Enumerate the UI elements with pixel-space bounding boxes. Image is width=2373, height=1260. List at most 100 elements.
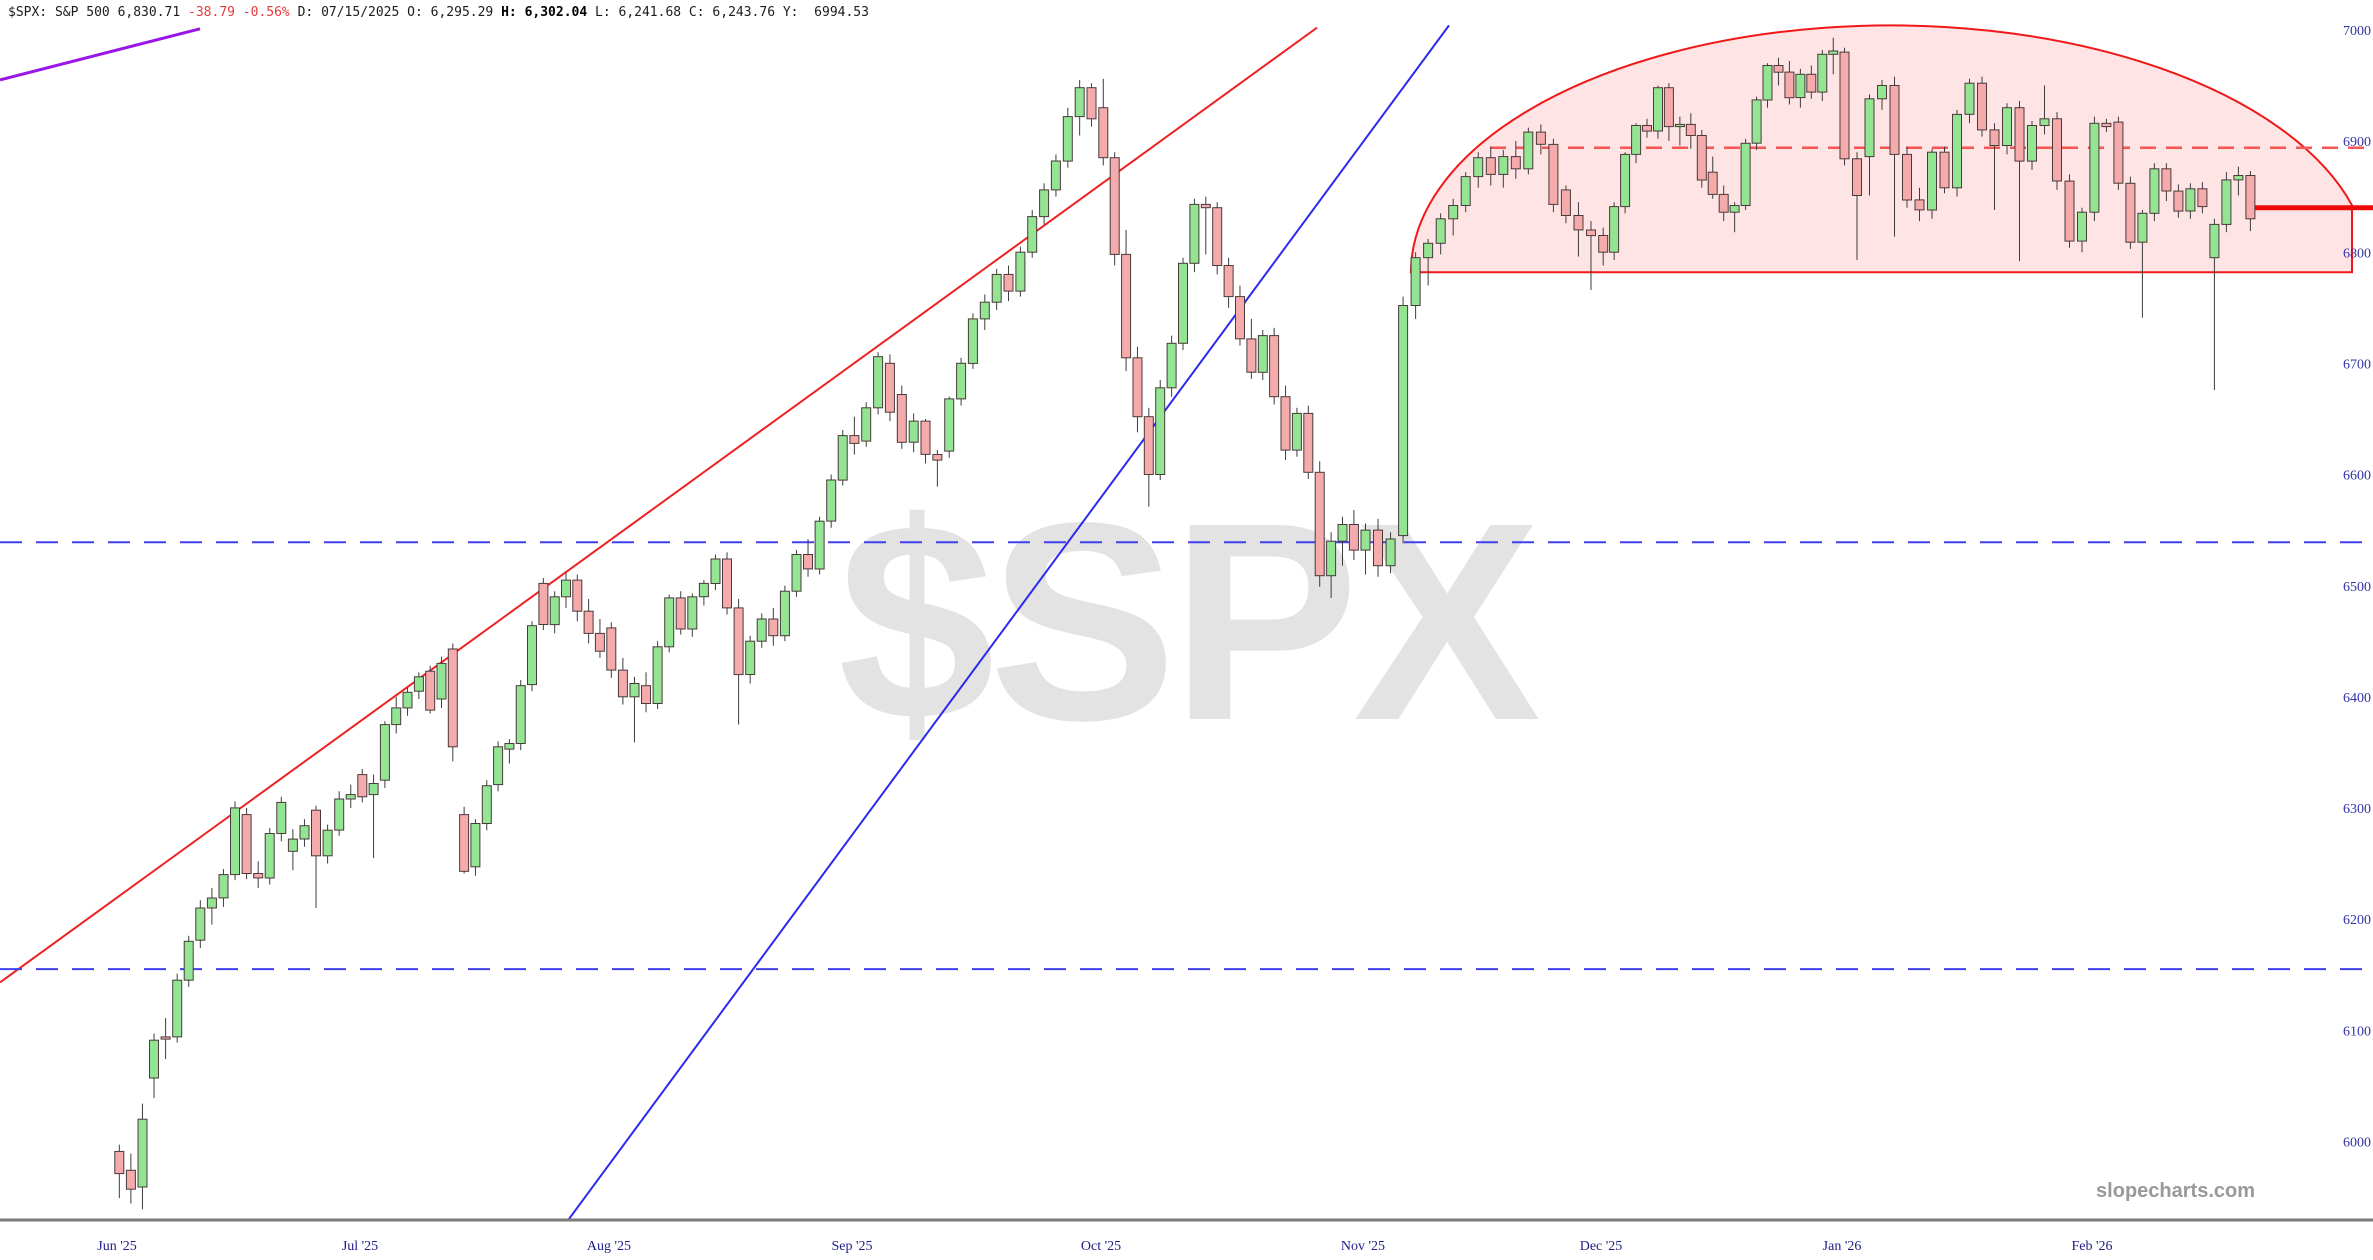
candle-down bbox=[768, 618, 779, 637]
candle-up bbox=[1674, 123, 1685, 128]
candle-down bbox=[1773, 65, 1784, 73]
candle-up bbox=[791, 554, 802, 592]
candle-down bbox=[538, 582, 549, 626]
candle-up bbox=[779, 590, 790, 637]
candle-up bbox=[527, 625, 537, 686]
candle-up bbox=[1828, 50, 1839, 55]
y-axis-label: 6300 bbox=[2343, 802, 2371, 817]
quote-symbol-price: $SPX: S&P 500 6,830.71 bbox=[8, 5, 189, 20]
candle-down bbox=[447, 648, 458, 748]
candle-up bbox=[299, 825, 310, 840]
candle-down bbox=[617, 669, 628, 698]
candle-down bbox=[1373, 529, 1383, 567]
candle-up bbox=[1864, 98, 1875, 158]
candle-up bbox=[345, 794, 356, 800]
candle-down bbox=[641, 685, 651, 705]
candle-up bbox=[1523, 131, 1534, 170]
candle-down bbox=[1718, 193, 1729, 213]
candle-down bbox=[1200, 203, 1211, 209]
candle-down bbox=[1143, 416, 1154, 476]
candle-up bbox=[1257, 335, 1268, 373]
candle-up bbox=[1795, 73, 1806, 99]
candle-up bbox=[195, 907, 206, 941]
candle-up bbox=[334, 798, 345, 831]
candle-up bbox=[1178, 262, 1188, 344]
x-axis-label: Oct '25 bbox=[1081, 1239, 1121, 1254]
candle-down bbox=[2161, 168, 2172, 192]
candle-up bbox=[710, 558, 721, 584]
candle-up bbox=[322, 829, 333, 857]
candle-up bbox=[1074, 87, 1085, 118]
candle-down bbox=[1852, 158, 1862, 197]
rising-channel-red-trendline bbox=[0, 26, 1318, 984]
candle-down bbox=[932, 454, 943, 461]
candle-up bbox=[515, 685, 526, 745]
candle-up bbox=[1050, 160, 1061, 191]
candle-up bbox=[481, 785, 492, 825]
candle-up bbox=[1609, 206, 1620, 253]
candle-down bbox=[425, 670, 436, 711]
candle-up bbox=[1964, 82, 1975, 115]
y-axis-label: 6100 bbox=[2343, 1024, 2371, 1039]
candle-up bbox=[137, 1118, 148, 1188]
candle-down bbox=[1003, 273, 1014, 292]
candle-down bbox=[1535, 131, 1546, 145]
candle-up bbox=[1039, 189, 1050, 218]
candle-up bbox=[1473, 157, 1484, 178]
candle-down bbox=[1902, 153, 1912, 201]
candle-down bbox=[1280, 396, 1291, 451]
candle-up bbox=[183, 940, 194, 981]
candle-down bbox=[1303, 412, 1314, 473]
candle-up bbox=[745, 640, 756, 676]
candle-up bbox=[2089, 122, 2100, 213]
candle-up bbox=[664, 597, 675, 648]
candle-up bbox=[1015, 251, 1026, 292]
candle-down bbox=[2052, 118, 2062, 182]
candle-up bbox=[470, 823, 481, 868]
candle-up bbox=[687, 596, 698, 630]
candle-up bbox=[2077, 211, 2087, 242]
candle-down bbox=[884, 362, 895, 413]
candle-down bbox=[1246, 338, 1257, 373]
candle-down bbox=[1314, 471, 1325, 577]
x-axis-label: Feb '26 bbox=[2071, 1239, 2112, 1254]
candle-up bbox=[979, 301, 990, 320]
candle-up bbox=[172, 979, 183, 1038]
candle-up bbox=[1410, 257, 1421, 307]
candle-up bbox=[413, 676, 424, 692]
candle-up bbox=[629, 683, 640, 698]
candle-down bbox=[1889, 85, 1900, 155]
candle-down bbox=[1598, 235, 1609, 253]
x-axis-label: Jun '25 bbox=[97, 1239, 136, 1254]
candle-down bbox=[920, 420, 931, 455]
candle-up bbox=[1620, 153, 1631, 208]
candle-up bbox=[561, 579, 571, 598]
candle-up bbox=[1740, 142, 1751, 207]
candle-down bbox=[572, 579, 583, 612]
purple-segment-trendline bbox=[0, 27, 201, 82]
candle-down bbox=[2014, 107, 2025, 162]
candle-down bbox=[1839, 51, 1850, 160]
candle-up bbox=[2209, 223, 2220, 259]
x-axis-label: Nov '25 bbox=[1341, 1239, 1385, 1254]
candle-up bbox=[2221, 179, 2232, 225]
candle-down bbox=[583, 610, 594, 634]
candle-down bbox=[2173, 190, 2184, 212]
candle-down bbox=[2064, 180, 2075, 242]
candle-down bbox=[1685, 123, 1696, 137]
slopecharts-logo: slopecharts.com bbox=[2096, 1180, 2255, 1202]
candle-up bbox=[1751, 99, 1762, 144]
candle-down bbox=[722, 558, 732, 609]
candle-up bbox=[944, 398, 955, 452]
candle-down bbox=[114, 1150, 125, 1175]
candle-down bbox=[1098, 107, 1109, 159]
candle-down bbox=[1235, 296, 1245, 340]
candle-down bbox=[675, 597, 686, 630]
candle-up bbox=[549, 596, 560, 626]
x-axis-label: Jan '26 bbox=[1823, 1239, 1862, 1254]
candle-up bbox=[504, 743, 515, 750]
candle-up bbox=[493, 746, 504, 786]
y-axis-label: 6500 bbox=[2343, 580, 2371, 595]
candle-up bbox=[264, 833, 275, 879]
